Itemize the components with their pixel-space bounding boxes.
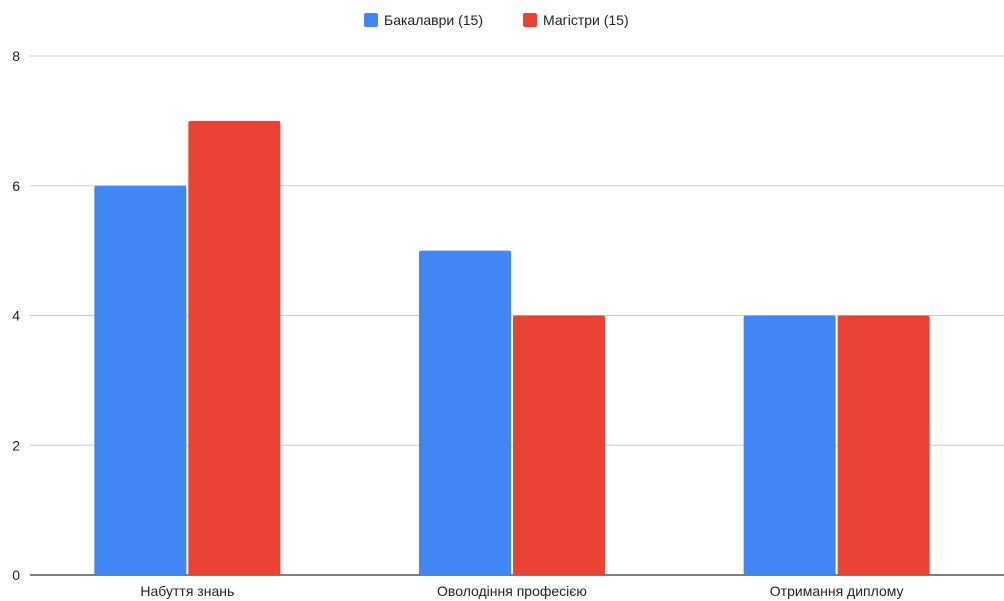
bar-bachelors-0 bbox=[94, 185, 187, 575]
y-axis-ticks: 0 2 4 6 8 bbox=[12, 48, 20, 583]
bar-masters-0 bbox=[188, 120, 281, 575]
bar-bachelors-2 bbox=[743, 315, 836, 575]
x-tick-label: Набуття знань bbox=[140, 583, 234, 599]
y-tick-label: 4 bbox=[12, 308, 20, 324]
bar-masters-2 bbox=[837, 315, 930, 575]
bar-bachelors-1 bbox=[419, 250, 511, 575]
y-tick-label: 8 bbox=[12, 48, 20, 64]
x-axis-ticks: Набуття знань Оволодіння професією Отриман… bbox=[140, 583, 903, 599]
y-tick-label: 6 bbox=[12, 178, 20, 194]
legend-swatch bbox=[523, 13, 537, 27]
legend-label: Магістри (15) bbox=[543, 12, 629, 28]
y-tick-label: 0 bbox=[12, 567, 20, 583]
x-tick-label: Отримання диплому bbox=[770, 583, 904, 599]
legend-swatch bbox=[364, 13, 378, 27]
y-tick-label: 2 bbox=[12, 437, 20, 453]
legend-label: Бакалаври (15) bbox=[384, 12, 483, 28]
legend: Бакалаври (15) Магістри (15) bbox=[364, 12, 629, 28]
bar-masters-1 bbox=[513, 315, 605, 575]
x-tick-label: Оволодіння професією bbox=[437, 583, 587, 599]
bars bbox=[94, 120, 930, 575]
